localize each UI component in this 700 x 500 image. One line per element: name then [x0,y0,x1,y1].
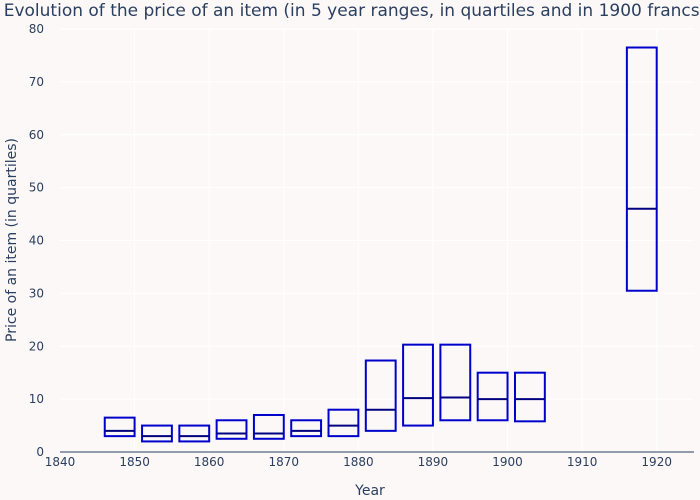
quartile-box [327,408,360,438]
box-1881-1885 [364,359,397,432]
y-tick-label: 70 [29,75,44,89]
quartile-box [513,371,546,423]
quartile-box [364,359,397,432]
box-1916-1920 [625,46,658,292]
y-axis-ticks: 0 10 20 30 40 50 60 70 80 [29,22,44,459]
x-tick-label: 1850 [119,455,150,469]
y-tick-label: 50 [29,181,44,195]
y-tick-label: 30 [29,286,44,300]
x-tick-label: 1840 [45,455,76,469]
quartile-box [252,413,285,440]
box-1901-1905 [513,371,546,423]
box-1896-1900 [476,371,509,422]
x-tick-label: 1920 [641,455,672,469]
y-tick-label: 20 [29,339,44,353]
quartile-box [439,343,472,422]
grid [60,28,694,452]
x-tick-label: 1870 [268,455,299,469]
chart-title: Evolution of the price of an item (in 5 … [4,1,700,21]
quartile-box [476,371,509,422]
box-1866-1870 [252,413,285,440]
y-tick-label: 0 [36,445,44,459]
x-tick-label: 1880 [343,455,374,469]
quartile-box [178,424,211,443]
y-tick-label: 80 [29,22,44,36]
box-1886-1890 [402,343,434,427]
quartile-box [625,46,658,292]
box-1851-1855 [141,424,173,443]
box-1861-1865 [215,419,248,440]
box-1846-1850 [103,416,136,438]
y-tick-label: 10 [29,392,44,406]
box-1871-1875 [290,419,323,438]
x-tick-label: 1890 [418,455,449,469]
boxes [103,46,658,443]
quartile-box [215,419,248,440]
quartile-box [141,424,173,443]
x-tick-label: 1900 [492,455,523,469]
box-1876-1880 [327,408,360,438]
x-axis-title: Year [354,483,385,499]
x-tick-label: 1860 [194,455,225,469]
quartile-box [103,416,136,438]
x-axis-ticks: 1840 1850 1860 1870 1880 1890 1900 1910 1920 [45,455,672,469]
quartile-box [290,419,323,438]
box-1856-1860 [178,424,211,443]
y-tick-label: 40 [29,234,44,248]
box-1891-1895 [439,343,472,422]
y-axis-title: Price of an item (in quartiles) [4,138,20,342]
y-tick-label: 60 [29,128,44,142]
quartile-box [402,343,434,427]
x-tick-label: 1910 [567,455,598,469]
